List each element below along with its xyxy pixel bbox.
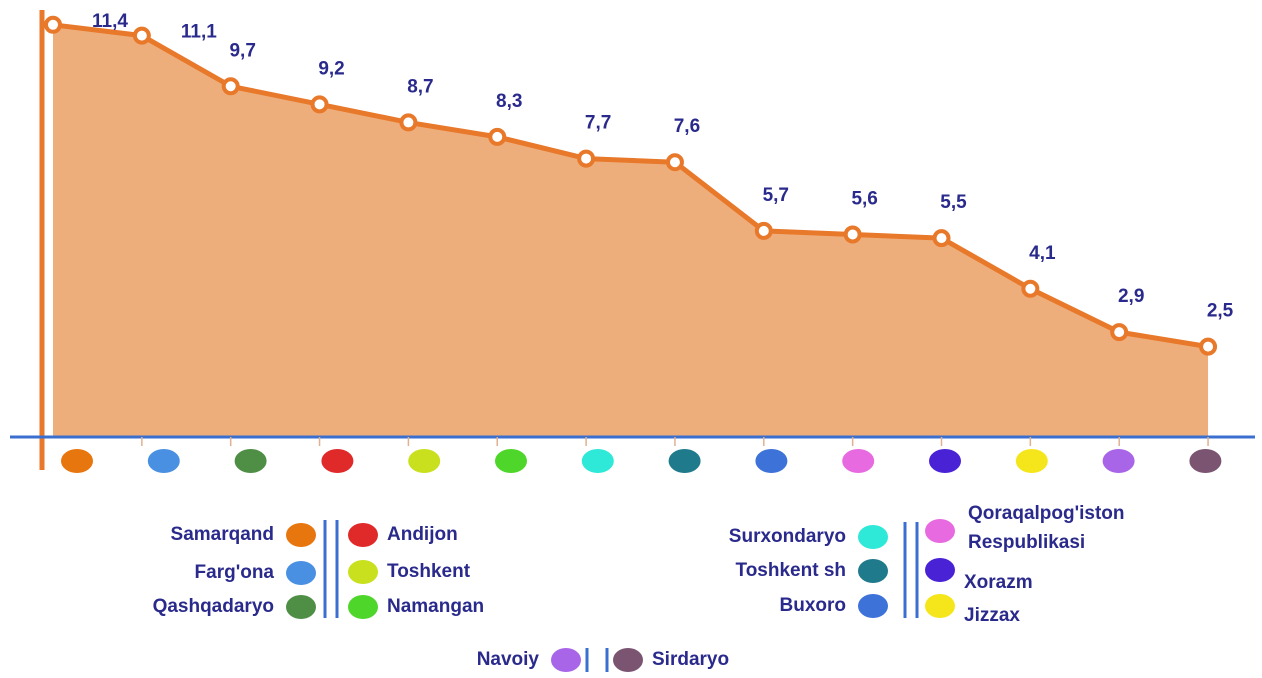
- point: [665, 153, 684, 172]
- point: [399, 113, 418, 132]
- value-label: 9,2: [318, 58, 344, 79]
- category-dot: [408, 449, 441, 473]
- category-dot: [668, 449, 701, 473]
- legend-dot: [286, 561, 316, 585]
- value-label: 2,9: [1118, 286, 1144, 307]
- legend-dot: [286, 595, 316, 619]
- legend-label: Toshkent: [387, 561, 471, 582]
- legend-dot: [858, 525, 888, 549]
- legend-label: Navoiy: [477, 649, 540, 670]
- value-label: 8,3: [496, 91, 522, 112]
- legend-dot: [348, 595, 378, 619]
- legend-dot: [551, 648, 581, 672]
- point: [221, 77, 240, 96]
- value-label: 7,6: [674, 116, 700, 137]
- category-dot: [147, 449, 180, 473]
- value-label: 7,7: [585, 113, 611, 134]
- category-dot: [1102, 449, 1135, 473]
- legend-label: Qoraqalpog'iston Respublikasi: [968, 503, 1125, 553]
- value-label: 5,5: [940, 192, 967, 213]
- point: [488, 127, 507, 146]
- legend-dot: [925, 594, 955, 618]
- value-label: 9,7: [229, 40, 255, 61]
- legend-dot: [286, 523, 316, 547]
- legend-dot: [858, 594, 888, 618]
- value-label: 5,7: [763, 185, 789, 206]
- legend-label: Namangan: [387, 596, 484, 617]
- category-dot: [581, 449, 614, 473]
- point: [1110, 323, 1129, 342]
- legend-dot: [348, 523, 378, 547]
- legend-dot: [925, 519, 955, 543]
- point: [310, 95, 329, 114]
- legend-dot: [925, 558, 955, 582]
- point: [932, 229, 951, 248]
- category-dot: [755, 449, 788, 473]
- category-dot: [321, 449, 354, 473]
- line: [52, 22, 1209, 350]
- point: [1021, 279, 1040, 298]
- point: [44, 15, 62, 34]
- area: [53, 24, 1209, 437]
- value-label: 2,5: [1207, 301, 1234, 322]
- legend-label-box: Qoraqalpog'iston Respublikasi: [968, 503, 1125, 553]
- value-label: 11,1: [181, 22, 217, 43]
- category-dot: [842, 449, 875, 473]
- legend-label: Toshkent sh: [736, 560, 847, 581]
- legend-label: Buxoro: [780, 595, 847, 616]
- legend-label: Xorazm: [964, 572, 1033, 593]
- legend-label: Samarqand: [171, 524, 274, 545]
- value-label: 8,7: [407, 76, 433, 97]
- legend-label: Surxondaryo: [729, 526, 846, 547]
- point: [843, 225, 862, 244]
- point: [1199, 337, 1218, 356]
- legend-label: Farg'ona: [195, 562, 275, 583]
- legend-label: Sirdaryo: [652, 649, 729, 670]
- legend-dot: [613, 648, 643, 672]
- legend-label: Andijon: [387, 524, 458, 545]
- point: [577, 149, 596, 168]
- legend-label: Qashqadaryo: [153, 596, 274, 617]
- value-label: 4,1: [1029, 243, 1056, 264]
- category-dot: [61, 449, 93, 473]
- value-label: 11,4: [92, 11, 128, 32]
- category-dot: [929, 449, 961, 473]
- category-dot: [234, 449, 267, 473]
- legend-dot: [348, 560, 378, 584]
- point: [754, 221, 773, 240]
- category-dot: [1015, 449, 1048, 473]
- point: [132, 26, 151, 45]
- value-label: 5,6: [851, 189, 877, 210]
- legend-label: Jizzax: [964, 605, 1020, 626]
- category-dot: [495, 449, 527, 473]
- legend-dot: [858, 559, 888, 583]
- category-dot: [1189, 449, 1222, 473]
